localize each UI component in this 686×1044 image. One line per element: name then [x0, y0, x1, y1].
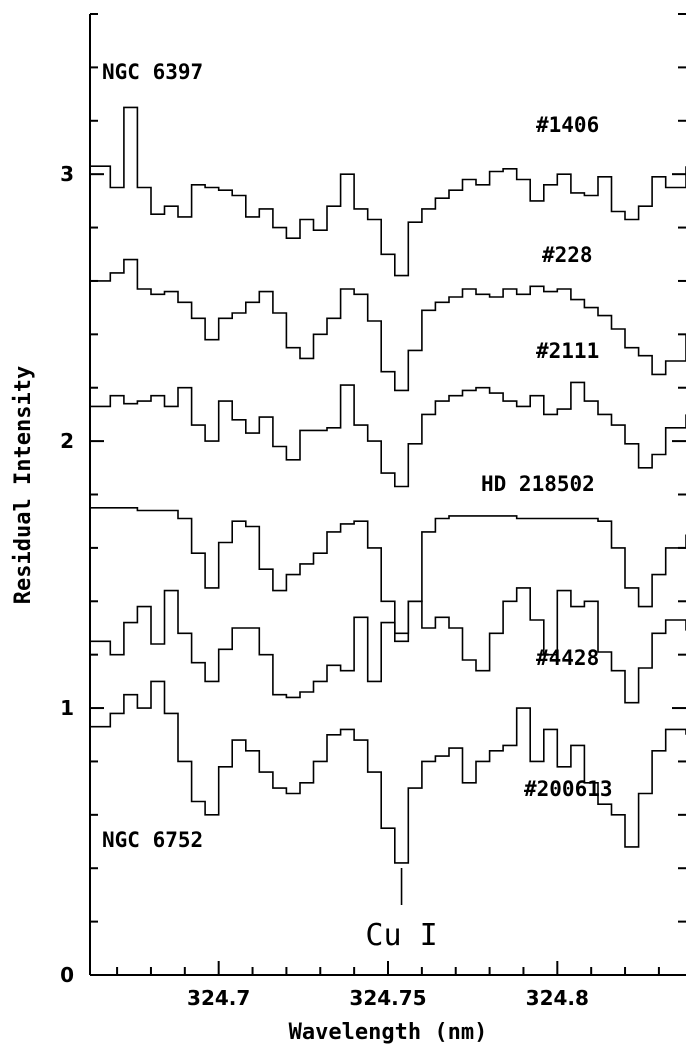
series-label-5: #200613 — [524, 777, 613, 801]
axis-ticks — [90, 13, 686, 976]
cluster-label-bottom: NGC 6752 — [102, 828, 203, 852]
x-tick-label: 324.75 — [349, 986, 426, 1010]
series-line-1 — [90, 258, 686, 392]
y-tick-label: 3 — [60, 162, 74, 186]
series-label-1: #228 — [542, 243, 593, 267]
x-tick-label: 324.8 — [526, 986, 589, 1010]
cluster-label-top: NGC 6397 — [102, 60, 203, 84]
series-label-2: #2111 — [536, 339, 599, 363]
y-tick-label: 1 — [60, 696, 74, 720]
x-axis-title: Wavelength (nm) — [289, 1020, 488, 1044]
series-line-5 — [90, 680, 686, 864]
series-label-0: #1406 — [536, 113, 599, 137]
series-line-3 — [90, 507, 686, 635]
series-line-2 — [90, 381, 686, 488]
series-lines — [90, 106, 686, 864]
series-labels: #1406 #228 #2111 HD 218502 #4428 #200613 — [481, 113, 613, 801]
series-label-4: #4428 — [536, 646, 599, 670]
x-tick-label: 324.7 — [187, 986, 250, 1010]
y-tick-labels: 0 1 2 3 — [60, 162, 74, 987]
x-tick-labels: 324.7 324.75 324.8 — [187, 986, 589, 1010]
y-axis-title: Residual Intensity — [11, 366, 36, 604]
series-label-3: HD 218502 — [481, 472, 595, 496]
y-tick-label: 0 — [60, 963, 74, 987]
cu-line-label: Cu I — [365, 918, 437, 953]
series-line-0 — [90, 106, 686, 277]
series-line-4 — [90, 587, 686, 704]
y-tick-label: 2 — [60, 429, 74, 453]
